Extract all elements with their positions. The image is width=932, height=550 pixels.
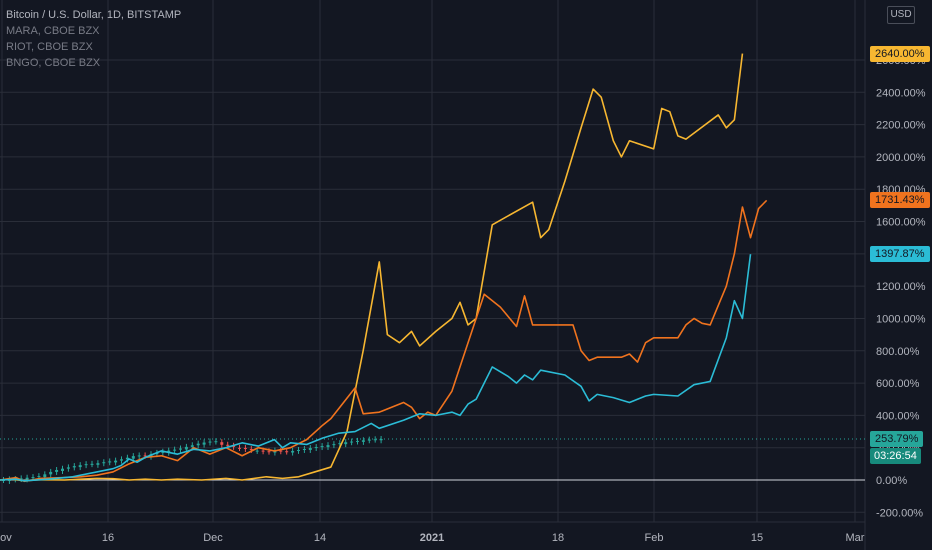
candle-body — [120, 459, 123, 461]
candle-body — [37, 476, 41, 478]
candle-body — [314, 447, 318, 449]
y-tick-label: 400.00% — [876, 410, 920, 422]
candle-body — [226, 444, 230, 446]
candle-body — [220, 442, 224, 445]
legend-main-symbol[interactable]: Bitcoin / U.S. Dollar, 1D, BITSTAMP — [6, 9, 182, 21]
last-value-tag-btc: 253.79% — [870, 430, 924, 447]
y-tick-label: 600.00% — [876, 378, 920, 390]
candle-body — [72, 466, 76, 468]
candle-body — [55, 469, 59, 472]
mara-line[interactable] — [0, 53, 744, 482]
candle-body — [202, 442, 206, 445]
candle-body — [279, 450, 283, 452]
x-tick-label: Dec — [203, 532, 223, 544]
candle-body — [31, 477, 35, 479]
y-tick-label: 1200.00% — [876, 281, 926, 293]
candle-body — [66, 467, 70, 469]
candle-body — [332, 444, 336, 446]
y-tick-label: 1600.00% — [876, 217, 926, 229]
y-tick-label: 2400.00% — [876, 87, 926, 99]
y-tick-label: 800.00% — [876, 346, 920, 358]
candle-body — [344, 442, 348, 445]
y-tick-label: 2000.00% — [876, 152, 926, 164]
candle-body — [161, 451, 165, 453]
candle-body — [261, 450, 265, 452]
x-tick-label: 2021 — [420, 532, 444, 544]
y-tick-label: -200.00% — [876, 507, 923, 519]
candle-body — [102, 462, 106, 464]
x-tick-label: Feb — [645, 532, 664, 544]
candle-body — [350, 441, 354, 443]
candle-body — [49, 471, 53, 475]
candle-body — [25, 477, 29, 480]
x-tick-label: 16 — [102, 532, 114, 544]
chart-grid — [0, 0, 866, 550]
candle-body — [208, 441, 212, 443]
last-value-tag-bngo: 1397.87% — [870, 246, 930, 263]
chart-legend: Bitcoin / U.S. Dollar, 1D, BITSTAMP MARA… — [6, 7, 181, 71]
candle-body — [179, 448, 182, 450]
candle-body — [131, 456, 135, 459]
candle-body — [302, 448, 306, 450]
y-tick-label: 0.00% — [876, 475, 907, 487]
candle-body — [84, 464, 88, 466]
candle-body — [249, 448, 253, 450]
candle-body — [367, 439, 371, 441]
candle-body — [326, 445, 330, 448]
candle-body — [108, 461, 112, 463]
candle-body — [90, 463, 94, 465]
candle-body — [61, 468, 64, 471]
candle-body — [356, 440, 359, 442]
x-tick-label: Mar — [846, 532, 865, 544]
x-axis-labels: Nov 16 Dec 14 2021 18 Feb 15 Mar — [0, 532, 865, 544]
candle-body — [78, 465, 82, 468]
candle-body — [143, 455, 147, 457]
candle-body — [184, 446, 188, 450]
currency-button[interactable]: USD — [887, 6, 915, 24]
candle-body — [361, 440, 365, 442]
legend-compare-bngo[interactable]: BNGO, CBOE BZX — [6, 57, 101, 69]
candle-body — [125, 457, 129, 460]
candle-body — [190, 445, 194, 447]
candle-body — [320, 446, 324, 448]
candle-body — [338, 443, 342, 445]
y-tick-label: 2200.00% — [876, 120, 926, 132]
y-tick-label: 1000.00% — [876, 313, 926, 325]
candle-countdown: 03:26:54 — [870, 447, 921, 464]
candle-body — [243, 448, 247, 450]
candle-body — [308, 448, 312, 450]
bngo-line[interactable] — [0, 254, 752, 482]
x-tick-label: 18 — [552, 532, 564, 544]
candle-body — [255, 450, 259, 452]
candle-body — [96, 463, 100, 465]
comparison-lines — [0, 53, 768, 483]
candle-body — [114, 460, 118, 463]
candle-body — [137, 455, 141, 457]
candle-body — [285, 451, 289, 453]
candle-body — [379, 438, 383, 441]
legend-compare-mara[interactable]: MARA, CBOE BZX — [6, 25, 100, 37]
x-tick-label: 14 — [314, 532, 326, 544]
candle-body — [19, 478, 23, 480]
candle-body — [373, 439, 377, 441]
candle-body — [196, 443, 200, 446]
candle-body — [238, 447, 241, 449]
x-tick-label: Nov — [0, 532, 12, 544]
riot-line[interactable] — [0, 199, 768, 483]
last-value-tag-mara: 2640.00% — [870, 45, 930, 62]
last-value-tag-riot: 1731.43% — [870, 192, 930, 209]
candle-body — [297, 449, 300, 451]
candle-body — [173, 449, 177, 451]
candle-body — [214, 441, 218, 443]
candle-body — [267, 451, 271, 453]
candle-body — [232, 445, 236, 447]
candle-body — [43, 474, 47, 478]
legend-compare-riot[interactable]: RIOT, CBOE BZX — [6, 41, 93, 53]
candle-body — [291, 450, 295, 453]
x-tick-label: 15 — [751, 532, 763, 544]
